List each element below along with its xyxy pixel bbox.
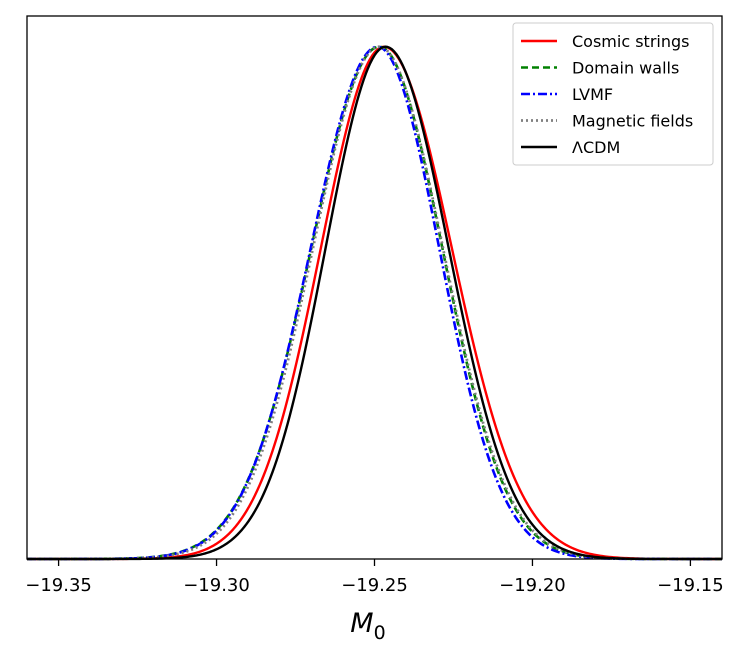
legend-label-4: ΛCDM (572, 138, 620, 157)
legend-label-2: LVMF (572, 85, 613, 104)
x-tick-label-2: −19.25 (341, 575, 408, 596)
x-tick-label-4: −19.15 (657, 575, 724, 596)
x-axis: −19.35 −19.30 −19.25 −19.20 −19.15 (25, 559, 724, 596)
x-tick-label-0: −19.35 (25, 575, 92, 596)
legend-label-1: Domain walls (572, 59, 679, 78)
legend-frame (512, 22, 714, 166)
x-axis-label-main: M (350, 608, 373, 639)
x-axis-label-sub: 0 (374, 622, 386, 644)
legend-label-0: Cosmic strings (572, 32, 689, 51)
legend-label-3: Magnetic fields (572, 112, 693, 131)
x-tick-label-1: −19.30 (183, 575, 250, 596)
x-tick-label-3: −19.20 (499, 575, 566, 596)
legend: Cosmic strings Domain walls LVMF Magnetic f… (512, 22, 714, 166)
x-axis-label: M0 (350, 608, 385, 644)
